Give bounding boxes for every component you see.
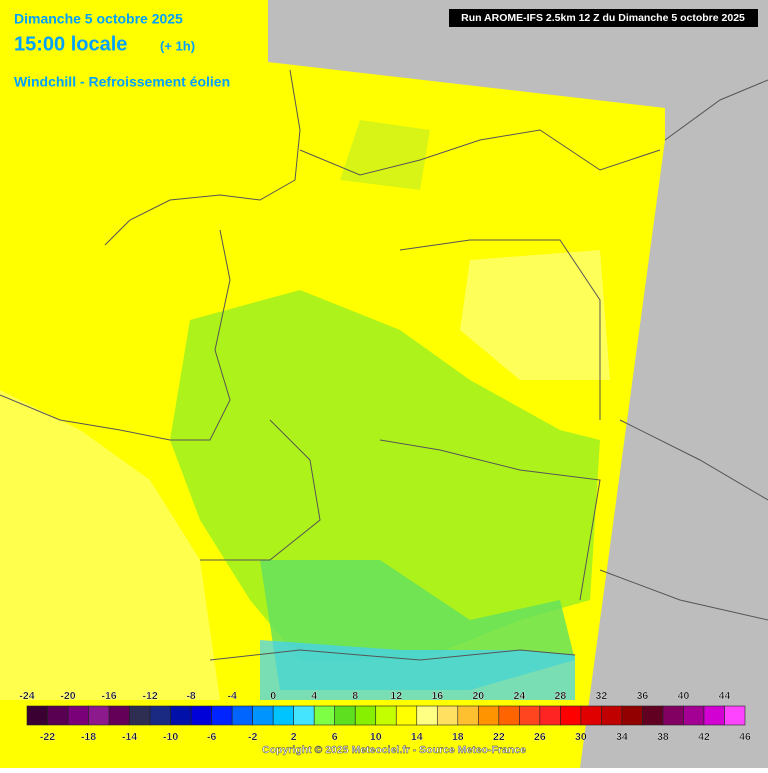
legend-swatch [601,705,623,726]
legend-swatch [252,705,274,726]
mild-area [460,250,610,380]
legend-swatch [724,705,746,726]
legend-swatch [662,705,684,726]
border [200,419,321,561]
legend-swatch [580,705,602,726]
legend-swatch [683,705,705,726]
legend-label: -16 [101,690,116,702]
legend-swatch [519,705,541,726]
border [399,239,601,420]
legend-swatch [457,705,479,726]
legend-label: 46 [739,731,751,743]
legend-swatch [642,705,664,726]
legend-label: 36 [637,690,649,702]
legend-label: 12 [390,690,402,702]
date: Dimanche 5 octobre 2025 [14,11,183,27]
coastline [104,69,301,246]
legend-label: 28 [555,690,567,702]
borders [0,69,768,661]
legend-label: -22 [40,731,55,743]
legend-swatch [498,705,520,726]
legend: -24-22-20-18-16-14-12-10-8-6-4-202468101… [19,690,751,743]
parameter: Windchill - Refroissement éolien [14,74,230,90]
legend-label: -10 [163,731,178,743]
legend-swatch [26,705,48,726]
cool-area [340,120,430,190]
legend-swatch [313,705,336,726]
legend-label: 4 [311,690,317,702]
border [0,229,231,441]
legend-label: -8 [186,690,195,702]
legend-label: 30 [575,731,587,743]
legend-label: 38 [657,731,669,743]
legend-label: 16 [431,690,443,702]
legend-label: -2 [248,731,257,743]
legend-label: 42 [698,731,710,743]
legend-label: -6 [207,731,216,743]
legend-label: -18 [81,731,96,743]
legend-swatch [478,705,500,726]
legend-swatch [47,705,69,726]
legend-label: 2 [291,731,297,743]
border [599,79,768,621]
legend-swatch [539,705,561,726]
legend-swatch [436,705,459,726]
legend-swatch [231,705,253,726]
legend-label: 24 [513,690,525,702]
copyright: Copyright © 2025 Meteociel.fr - Source M… [262,744,526,756]
legend-swatch [129,705,151,726]
border [379,439,601,601]
run-box [449,9,758,27]
legend-label: 18 [452,731,464,743]
legend-label: 0 [270,690,276,702]
legend-label: 14 [411,731,423,743]
legend-swatch [395,705,418,726]
legend-swatch [211,705,233,726]
legend-swatch [108,705,130,726]
legend-label: -24 [19,690,34,702]
legend-label: 26 [534,731,546,743]
legend-label: 32 [596,690,608,702]
legend-label: -20 [60,690,75,702]
legend-label: 40 [678,690,690,702]
legend-swatch [293,705,315,726]
legend-label: 10 [370,731,382,743]
legend-swatch [334,705,356,726]
legend-label: -12 [142,690,157,702]
legend-swatch [354,705,377,726]
legend-label: -14 [122,731,137,743]
run-info: Run AROME-IFS 2.5km 12 Z du Dimanche 5 o… [461,12,745,24]
legend-label: 22 [493,731,505,743]
time: 15:00 locale [14,33,127,55]
time-offset: (+ 1h) [160,38,195,53]
border [209,649,576,661]
legend-swatch [703,705,725,726]
legend-swatch [272,705,294,726]
legend-swatch [375,705,397,726]
coastline [299,129,661,176]
legend-label: 6 [332,731,338,743]
legend-swatch [88,705,110,726]
mild-area [0,390,220,700]
legend-label: 34 [616,731,628,743]
legend-swatch [149,705,171,726]
legend-swatch [416,705,438,726]
legend-swatch [560,705,582,726]
legend-swatch [67,705,89,726]
legend-label: 44 [719,690,731,702]
legend-label: 8 [352,690,358,702]
alps-area [260,640,575,700]
legend-label: -4 [227,690,236,702]
legend-swatch [190,705,212,726]
legend-label: 20 [472,690,484,702]
legend-swatch [621,705,643,726]
legend-swatch [170,705,192,726]
